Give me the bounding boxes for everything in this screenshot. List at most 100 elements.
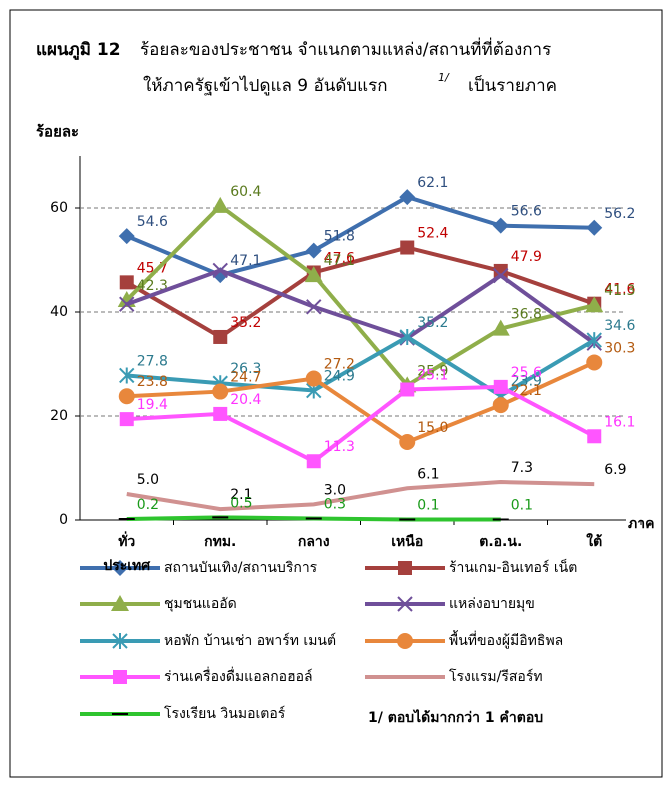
data-label: 25.6 xyxy=(511,365,542,381)
marker xyxy=(119,412,134,427)
marker xyxy=(306,454,321,469)
legend-label: ร่านเครื่องดื่มแอลกอฮอล์ xyxy=(164,667,313,685)
legend-label: สถานบันเทิง/สถานบริการ xyxy=(164,560,318,576)
data-label: 36.8 xyxy=(511,307,542,323)
data-label: 25.9 xyxy=(417,363,448,379)
series-line xyxy=(126,480,595,512)
data-label: 11.3 xyxy=(324,439,355,455)
series-line xyxy=(125,203,595,388)
marker xyxy=(586,332,602,349)
subtitle-note: 1/ xyxy=(438,71,450,84)
data-label: 24.9 xyxy=(324,369,355,385)
data-label: 0.1 xyxy=(417,497,439,513)
data-label: 3.0 xyxy=(324,482,346,498)
data-label: 0.5 xyxy=(230,495,252,511)
data-label: 20.4 xyxy=(230,392,261,408)
marker xyxy=(113,670,127,684)
legend-label: พื้นที่ของผู้มีอิทธิพล xyxy=(449,630,563,649)
marker xyxy=(493,267,509,284)
frame xyxy=(9,9,663,778)
legend-label: ร้านเกม-อินเทอร์ เน็ต xyxy=(449,558,577,576)
marker xyxy=(587,429,602,444)
marker xyxy=(399,328,415,345)
data-label: 56.2 xyxy=(604,206,635,222)
marker xyxy=(112,633,128,649)
data-label: 0.2 xyxy=(137,497,159,513)
series-line xyxy=(126,268,596,345)
marker xyxy=(585,296,604,313)
series-line xyxy=(126,384,596,464)
series-line xyxy=(125,194,595,278)
y-tick-label: 60 xyxy=(50,200,68,216)
y-axis-label: ร้อยละ xyxy=(36,123,79,141)
series-line xyxy=(126,334,596,399)
x-tick-label: ทั่ว ประเทศ xyxy=(103,534,151,574)
marker xyxy=(493,379,508,394)
marker xyxy=(305,370,322,387)
x-tick-label: เหนือ xyxy=(391,534,424,550)
marker xyxy=(492,397,509,414)
marker xyxy=(399,434,416,450)
marker xyxy=(305,242,322,259)
legend-label: แหล่งอบายมุข xyxy=(449,596,535,612)
data-label: 47.1 xyxy=(324,253,355,269)
marker xyxy=(213,329,228,344)
data-label: 24.7 xyxy=(230,370,261,386)
data-label: 47.6 xyxy=(324,250,355,266)
data-label: 23.8 xyxy=(137,374,168,390)
marker xyxy=(213,406,228,421)
marker xyxy=(400,240,415,255)
data-label: 6.1 xyxy=(417,466,439,482)
data-label: 26.3 xyxy=(230,361,261,377)
data-label: 16.1 xyxy=(604,414,635,430)
data-label: 41.6 xyxy=(604,282,635,298)
marker xyxy=(111,595,129,611)
y-tick-label: 0 xyxy=(59,512,68,528)
marker xyxy=(119,275,134,290)
marker xyxy=(118,388,135,405)
data-label: 2.1 xyxy=(230,487,252,503)
data-label: 0.3 xyxy=(324,496,346,512)
data-label: 6.9 xyxy=(604,462,626,478)
x-tick-label: กทม. xyxy=(204,534,237,550)
legend-label: โรงเรียน วินมอเตอร์ xyxy=(164,705,286,722)
data-label: 7.3 xyxy=(511,460,533,476)
marker xyxy=(119,367,135,384)
marker xyxy=(400,382,415,397)
data-label: 47.9 xyxy=(511,249,542,265)
data-label: 23.9 xyxy=(511,374,542,390)
data-label: 27.8 xyxy=(137,353,168,369)
data-label: 56.6 xyxy=(511,204,542,220)
marker xyxy=(398,561,412,575)
marker xyxy=(211,196,230,213)
x-tick-label: กลาง xyxy=(297,534,330,550)
marker xyxy=(493,263,508,278)
series-line xyxy=(125,245,595,340)
marker xyxy=(399,189,416,206)
chart-subtitle: ให้ภาครัฐเข้าไปดูแล 9 อันดับแรก xyxy=(143,75,388,96)
series-line xyxy=(126,360,596,445)
data-label: 52.4 xyxy=(417,226,448,242)
data-label: 47.1 xyxy=(230,253,261,269)
data-label: 62.1 xyxy=(417,175,448,191)
marker xyxy=(491,319,510,336)
marker xyxy=(112,560,128,576)
data-label: 27.2 xyxy=(324,357,355,373)
data-label: 0.1 xyxy=(511,497,533,513)
marker xyxy=(397,633,413,649)
y-tick-label: 20 xyxy=(50,408,68,424)
data-label: 34.6 xyxy=(604,318,635,334)
data-label: 51.8 xyxy=(324,229,355,245)
data-label: 15.0 xyxy=(417,420,448,436)
legend-label: โรงแรม/รีสอร์ท xyxy=(449,668,543,685)
y-tick-label: 40 xyxy=(50,304,68,320)
marker xyxy=(212,383,229,400)
marker xyxy=(586,219,603,236)
marker xyxy=(397,596,413,612)
x-tick-label: ใต้ xyxy=(586,534,603,550)
data-label: 19.4 xyxy=(137,397,168,413)
data-label: 35.2 xyxy=(417,315,448,331)
data-label: 25.1 xyxy=(417,367,448,383)
